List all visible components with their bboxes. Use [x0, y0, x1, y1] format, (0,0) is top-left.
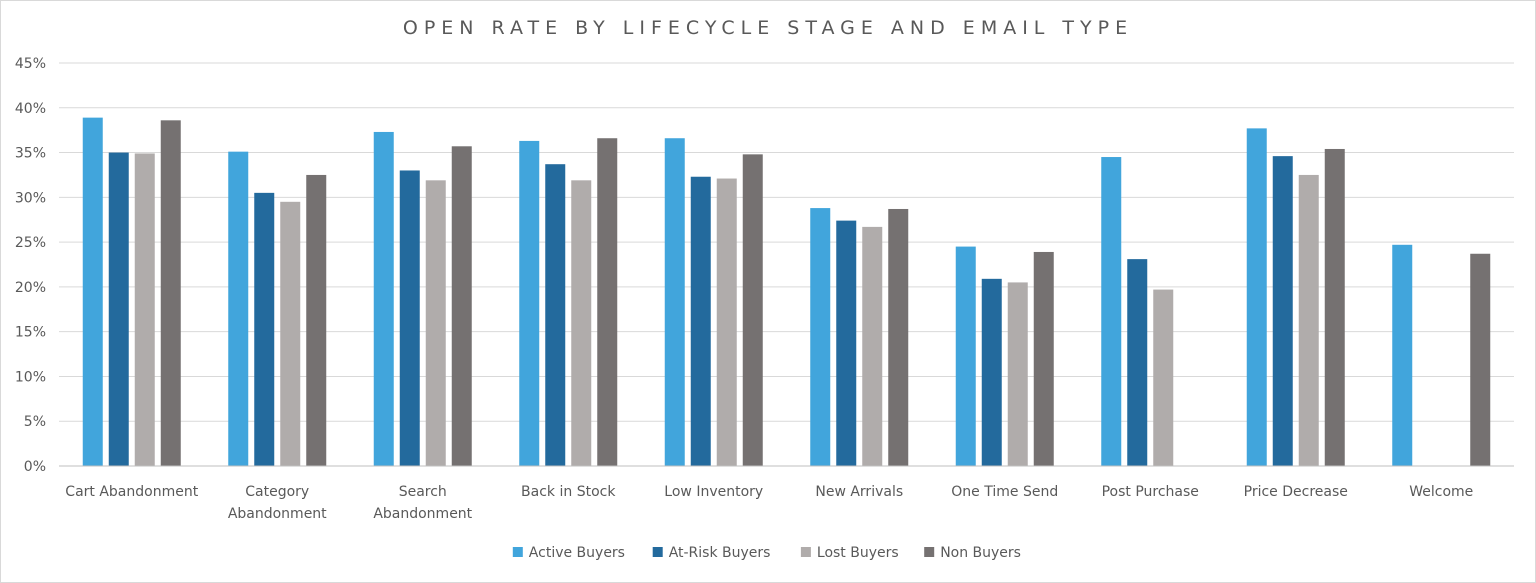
legend-label: Non Buyers: [940, 545, 1021, 561]
y-axis-ticks: 0% 5% 10% 15% 20% 25% 30% 35% 40% 45%: [15, 56, 46, 475]
bar-non-buyers: [306, 174, 327, 466]
bar-at-risk-buyers: [690, 176, 711, 467]
bar-at-risk-buyers: [1272, 156, 1293, 467]
legend-swatch: [652, 547, 663, 557]
x-tick-label: New Arrivals: [815, 484, 903, 500]
y-tick-label: 20%: [15, 280, 46, 296]
legend-item: Active Buyers: [512, 545, 625, 561]
bar-lost-buyers: [134, 153, 155, 466]
bar-non-buyers: [1033, 251, 1054, 466]
bar-non-buyers: [1470, 253, 1491, 466]
x-tick-label: Price Decrease: [1244, 484, 1348, 500]
x-tick-label: Category: [245, 484, 309, 500]
bar-active-buyers: [519, 140, 540, 466]
legend-swatch: [924, 547, 935, 557]
legend-item: At-Risk Buyers: [652, 545, 771, 561]
bars: [82, 117, 1491, 467]
bar-active-buyers: [1101, 157, 1122, 467]
legend-label: Active Buyers: [529, 545, 625, 561]
bar-at-risk-buyers: [545, 164, 566, 466]
x-tick-label: Back in Stock: [521, 484, 616, 500]
y-tick-label: 5%: [24, 414, 46, 430]
legend-item: Lost Buyers: [800, 545, 899, 561]
y-tick-label: 40%: [15, 101, 46, 117]
bar-lost-buyers: [1298, 174, 1319, 466]
legend: Active Buyers At-Risk Buyers Lost Buyers No…: [512, 545, 1021, 561]
bar-lost-buyers: [280, 201, 301, 467]
x-tick-label: One Time Send: [951, 484, 1058, 500]
y-tick-label: 15%: [15, 325, 46, 341]
bar-active-buyers: [810, 208, 831, 466]
x-tick-label: Low Inventory: [664, 484, 763, 500]
legend-swatch: [800, 547, 811, 557]
bar-at-risk-buyers: [254, 192, 275, 466]
bar-at-risk-buyers: [399, 170, 420, 466]
legend-label: Lost Buyers: [817, 545, 899, 561]
y-tick-label: 25%: [15, 235, 46, 251]
bar-non-buyers: [742, 154, 763, 466]
legend-label: At-Risk Buyers: [669, 545, 771, 561]
bar-non-buyers: [888, 208, 909, 466]
bar-active-buyers: [228, 151, 249, 466]
bar-lost-buyers: [1153, 289, 1174, 466]
gridlines: [59, 62, 1514, 422]
bar-lost-buyers: [862, 226, 883, 466]
bar-active-buyers: [1392, 244, 1413, 466]
bar-active-buyers: [955, 246, 976, 466]
x-axis-labels: Cart Abandonment Category Abandonment Searc…: [65, 484, 1473, 522]
legend-swatch: [512, 547, 523, 557]
bar-at-risk-buyers: [836, 220, 857, 466]
bar-at-risk-buyers: [108, 152, 129, 467]
y-tick-label: 10%: [15, 369, 46, 385]
bar-lost-buyers: [425, 180, 446, 466]
bar-lost-buyers: [716, 178, 737, 466]
legend-item: Non Buyers: [924, 545, 1021, 561]
y-tick-label: 45%: [15, 56, 46, 72]
bar-non-buyers: [597, 138, 618, 466]
x-tick-label: Cart Abandonment: [65, 484, 198, 500]
bar-active-buyers: [1246, 128, 1267, 466]
x-tick-label: Search: [399, 484, 447, 500]
bar-at-risk-buyers: [1127, 259, 1148, 466]
bar-lost-buyers: [571, 180, 592, 466]
bar-lost-buyers: [1007, 282, 1028, 466]
y-tick-label: 30%: [15, 190, 46, 206]
bar-active-buyers: [373, 131, 394, 467]
y-tick-label: 0%: [24, 459, 46, 475]
bar-non-buyers: [451, 146, 472, 466]
x-tick-label: Welcome: [1409, 484, 1473, 500]
x-tick-label: Abandonment: [228, 506, 327, 522]
bar-at-risk-buyers: [981, 278, 1002, 466]
chart-title: OPEN RATE BY LIFECYCLE STAGE AND EMAIL T…: [403, 17, 1133, 39]
x-tick-label: Post Purchase: [1102, 484, 1199, 500]
bar-non-buyers: [160, 120, 181, 466]
bar-non-buyers: [1324, 148, 1345, 466]
bar-active-buyers: [664, 138, 685, 466]
bar-active-buyers: [82, 117, 103, 466]
x-tick-label: Abandonment: [373, 506, 472, 522]
y-tick-label: 35%: [15, 146, 46, 162]
